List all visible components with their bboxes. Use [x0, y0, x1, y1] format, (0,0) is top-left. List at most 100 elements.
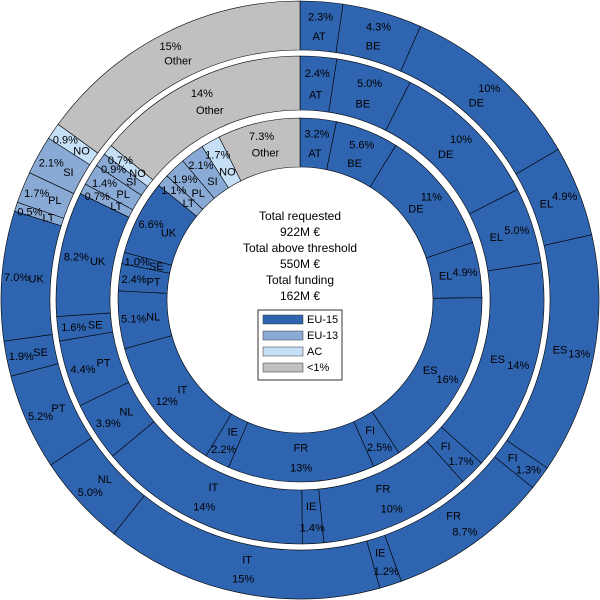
label-requested-be: BE [366, 41, 381, 53]
label-funding-el: EL [439, 270, 452, 282]
pct-funding-other: 7.3% [249, 131, 274, 143]
pct-funding-ie: 2.2% [211, 444, 236, 456]
pct-threshold-it: 14% [193, 502, 215, 514]
pct-threshold-pl: 1.4% [92, 178, 117, 190]
label-funding-other: Other [252, 147, 280, 159]
label-funding-lt: LT [183, 198, 195, 210]
label-funding-pl: PL [191, 188, 204, 200]
label-funding-si: SI [207, 176, 217, 188]
label-requested-other: Other [164, 56, 192, 68]
legend-swatch-ac [262, 346, 304, 357]
center-text-line2: 922M € [280, 225, 320, 239]
pct-threshold-uk: 8.2% [64, 252, 89, 264]
label-funding-de: DE [408, 203, 423, 215]
legend-swatch-lt1pct [262, 362, 304, 373]
label-funding-nl: NL [146, 311, 160, 323]
pct-funding-es: 16% [436, 374, 458, 386]
label-funding-it: IT [178, 384, 188, 396]
label-threshold-se: SE [88, 319, 103, 331]
legend-label-eu15: EU-15 [307, 314, 338, 326]
center-text-line5: Total funding [266, 273, 334, 287]
label-funding-es: ES [423, 365, 438, 377]
label-requested-fr: FR [446, 511, 461, 523]
pct-requested-se: 1.9% [9, 351, 34, 363]
pct-threshold-other: 14% [191, 88, 213, 100]
pct-requested-nl: 5.0% [78, 487, 103, 499]
pct-funding-fi: 2.5% [367, 442, 392, 454]
pct-funding-fr: 13% [290, 462, 312, 474]
pct-funding-nl: 5.1% [121, 313, 146, 325]
pct-threshold-lt: 0.7% [85, 191, 110, 203]
pct-funding-pl: 1.9% [172, 174, 197, 186]
label-requested-nl: NL [98, 474, 112, 486]
pct-funding-pt: 2.4% [121, 274, 146, 286]
pct-funding-si: 2.1% [188, 160, 213, 172]
pct-funding-de: 11% [421, 191, 442, 203]
label-funding-at: AT [308, 148, 322, 160]
center-text-line3: Total above threshold [243, 241, 357, 255]
pct-threshold-pt: 4.4% [70, 364, 95, 376]
pct-requested-at: 2.3% [308, 11, 333, 23]
legend: EU-15 EU-13 AC <1% [257, 309, 343, 381]
legend-swatch-eu15 [262, 314, 304, 325]
pct-funding-it: 12% [156, 396, 178, 408]
pct-threshold-es: 14% [507, 360, 529, 372]
label-threshold-at: AT [309, 89, 323, 101]
pct-funding-uk: 6.6% [139, 219, 164, 231]
legend-swatch-eu13 [262, 330, 304, 341]
pct-requested-lt: 0.5% [17, 206, 42, 218]
label-threshold-nl: NL [119, 407, 133, 419]
segment-threshold-other [110, 55, 301, 181]
pct-requested-fi: 1.3% [516, 464, 541, 476]
label-threshold-other: Other [196, 105, 224, 117]
center-text-line1: Total requested [259, 209, 341, 223]
pct-funding-lt: 1.1% [161, 185, 186, 197]
pct-threshold-fi: 1.7% [448, 456, 473, 468]
label-requested-pt: PT [51, 403, 65, 415]
label-requested-lt: LT [42, 212, 54, 224]
label-requested-fi: FI [508, 453, 518, 465]
center-text-line6: 162M € [280, 289, 320, 303]
pct-requested-it: 15% [232, 574, 254, 586]
pct-threshold-de: 10% [450, 134, 472, 146]
pct-threshold-ie: 1.4% [300, 523, 325, 535]
label-requested-ie: IE [375, 547, 385, 559]
pct-funding-be: 5.6% [349, 140, 374, 152]
label-funding-pt: PT [146, 276, 160, 288]
label-threshold-de: DE [438, 149, 453, 161]
pct-requested-pl: 1.7% [24, 188, 49, 200]
label-threshold-el: EL [490, 232, 503, 244]
pct-requested-other: 15% [159, 41, 181, 53]
label-funding-fi: FI [365, 425, 375, 437]
legend-label-eu13: EU-13 [307, 330, 338, 342]
label-funding-uk: UK [161, 228, 177, 240]
label-requested-el: EL [540, 198, 553, 210]
pct-requested-uk: 7.0% [4, 272, 29, 284]
pct-requested-fr: 8.7% [452, 527, 477, 539]
pct-threshold-at: 2.4% [305, 68, 330, 80]
label-requested-at: AT [312, 31, 326, 43]
pct-threshold-el: 5.0% [504, 225, 529, 237]
label-threshold-si: SI [126, 177, 136, 189]
label-threshold-it: IT [209, 482, 219, 494]
label-threshold-fr: FR [376, 484, 391, 496]
label-threshold-no: NO [129, 168, 146, 180]
pct-requested-si: 2.1% [39, 157, 64, 169]
label-threshold-ie: IE [306, 501, 316, 513]
label-requested-pl: PL [48, 195, 61, 207]
label-threshold-es: ES [490, 354, 505, 366]
label-requested-si: SI [63, 167, 73, 179]
pct-requested-pt: 5.2% [28, 411, 53, 423]
legend-label-ac: AC [307, 346, 322, 358]
label-threshold-uk: UK [90, 256, 106, 268]
label-funding-no: NO [219, 166, 236, 178]
center-text-line4: 550M € [280, 257, 320, 271]
label-threshold-lt: LT [110, 201, 122, 213]
label-requested-no: NO [73, 146, 90, 158]
label-threshold-pl: PL [116, 189, 129, 201]
label-threshold-pt: PT [96, 358, 110, 370]
pct-funding-el: 4.9% [452, 267, 477, 279]
